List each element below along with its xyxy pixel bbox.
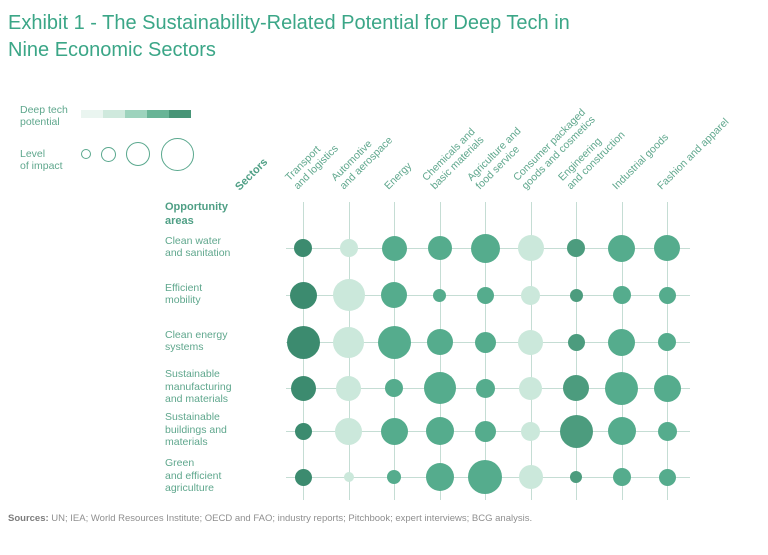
- impact-bubble: [519, 376, 542, 400]
- impact-bubble: [569, 288, 583, 302]
- impact-size-circle-3: [126, 142, 150, 166]
- impact-bubble: [608, 328, 635, 356]
- opportunity-row-label: Green and efficient agriculture: [165, 457, 222, 495]
- opportunity-areas-header: Opportunity areas: [165, 201, 228, 227]
- impact-bubble: [286, 325, 320, 359]
- sources-text: UN; IEA; World Resources Institute; OECD…: [51, 513, 533, 524]
- impact-bubble: [653, 374, 681, 402]
- impact-bubble: [427, 236, 452, 260]
- opportunity-row-label: Sustainable buildings and materials: [165, 411, 227, 449]
- impact-bubble: [476, 286, 494, 304]
- impact-bubble: [377, 325, 411, 359]
- impact-bubble: [332, 279, 365, 311]
- impact-bubble: [339, 239, 358, 257]
- opportunity-row-label: Clean water and sanitation: [165, 234, 231, 260]
- impact-bubble: [289, 281, 317, 309]
- impact-bubble: [607, 417, 636, 445]
- sector-column-header: Transport and logistics: [283, 142, 341, 192]
- impact-bubble: [425, 463, 454, 491]
- grid-line-vertical: [667, 202, 668, 500]
- opportunity-row-label: Clean energy systems: [165, 328, 228, 354]
- impact-bubble: [517, 235, 544, 261]
- impact-bubble: [433, 288, 446, 302]
- impact-bubble: [521, 421, 540, 441]
- potential-color-scale: [81, 110, 191, 118]
- potential-color-swatch-2: [103, 110, 125, 118]
- sources-label: Sources:: [8, 513, 49, 524]
- impact-bubble: [521, 285, 540, 305]
- impact-bubble: [385, 379, 403, 397]
- sources-note: Sources: UN; IEA; World Resources Instit…: [8, 513, 758, 525]
- impact-bubble: [381, 282, 407, 308]
- impact-bubble: [294, 422, 312, 440]
- legend-level-of-impact-label: Level of impact: [20, 148, 63, 172]
- impact-size-circle-4: [160, 137, 194, 171]
- opportunity-row-label: Efficient mobility: [165, 281, 203, 307]
- opportunity-row-label: Sustainable manufacturing and materials: [165, 368, 232, 406]
- impact-bubble: [658, 286, 676, 304]
- impact-size-circle-2: [100, 146, 116, 162]
- impact-bubble: [518, 465, 543, 489]
- impact-bubble: [425, 417, 454, 445]
- impact-size-circle-1: [81, 149, 91, 159]
- impact-bubble: [343, 472, 354, 482]
- legend-deep-tech-potential-label: Deep tech potential: [20, 104, 68, 128]
- impact-bubble: [426, 329, 453, 355]
- impact-bubble: [468, 460, 502, 494]
- impact-bubble: [567, 333, 585, 351]
- impact-bubble: [570, 471, 582, 483]
- impact-bubble: [612, 468, 631, 486]
- impact-bubble: [336, 375, 361, 401]
- impact-bubble: [658, 333, 676, 351]
- potential-color-swatch-4: [147, 110, 169, 118]
- impact-bubble: [563, 375, 589, 401]
- exhibit-title: Exhibit 1 - The Sustainability-Related P…: [8, 12, 570, 61]
- impact-bubble: [612, 286, 631, 304]
- grid-line-vertical: [576, 202, 577, 500]
- impact-bubble: [423, 372, 456, 404]
- impact-bubble: [290, 375, 316, 401]
- impact-bubble: [605, 371, 638, 405]
- impact-bubble: [475, 378, 495, 398]
- impact-bubble: [518, 329, 543, 355]
- impact-bubble: [470, 233, 500, 263]
- sector-column-header: Energy: [382, 159, 415, 192]
- impact-bubble: [474, 420, 496, 442]
- potential-color-swatch-5: [169, 110, 191, 118]
- impact-bubble: [654, 235, 680, 261]
- impact-bubble: [474, 331, 496, 353]
- sector-column-header: Fashion and apparel: [655, 115, 732, 192]
- impact-bubble: [381, 235, 407, 261]
- sectors-header: Sectors: [233, 155, 271, 193]
- impact-bubble: [559, 414, 593, 448]
- impact-bubble: [657, 421, 677, 441]
- impact-bubble: [335, 417, 362, 445]
- impact-bubble: [608, 234, 635, 262]
- potential-color-swatch-1: [81, 110, 103, 118]
- impact-bubble: [294, 239, 312, 257]
- potential-color-swatch-3: [125, 110, 147, 118]
- impact-bubble: [567, 239, 585, 257]
- impact-bubble: [333, 326, 364, 358]
- impact-bubble: [658, 468, 676, 486]
- impact-bubble: [387, 470, 401, 484]
- impact-bubble: [380, 417, 408, 445]
- impact-bubble: [294, 468, 312, 486]
